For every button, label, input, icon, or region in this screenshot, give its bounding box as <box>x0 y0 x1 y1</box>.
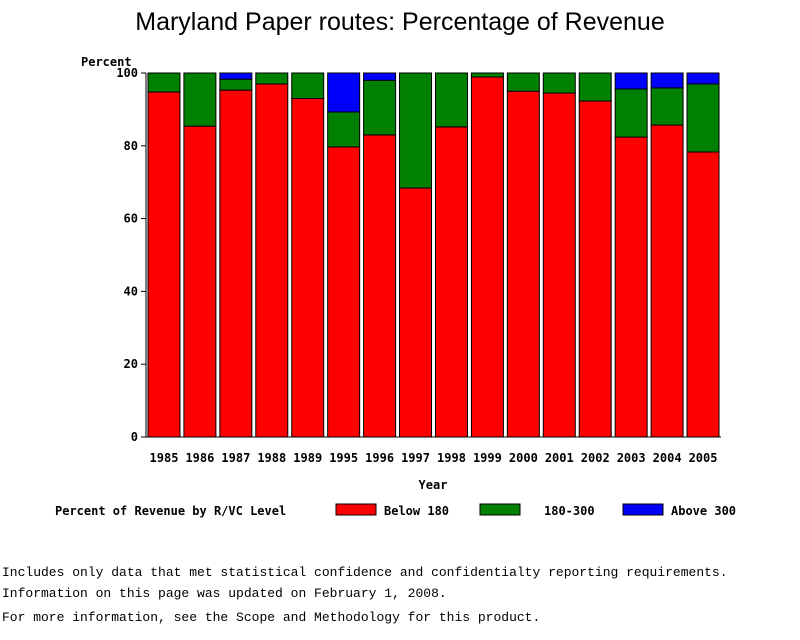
bar-segment <box>327 111 361 148</box>
bar-segment <box>291 97 325 438</box>
y-tick-label: 60 <box>124 212 138 226</box>
bar-segment <box>614 72 648 90</box>
x-tick-label: 1986 <box>185 451 214 465</box>
x-tick-label: 1989 <box>293 451 322 465</box>
chart: Maryland Paper routes: Percentage of Rev… <box>55 8 736 518</box>
bar-segment <box>363 134 397 438</box>
bar-segment <box>434 126 468 438</box>
bar-segment <box>470 76 504 438</box>
x-tick-label: 1985 <box>150 451 179 465</box>
x-tick-label: 2002 <box>581 451 610 465</box>
legend-swatch <box>335 503 377 516</box>
bar-segment <box>399 72 433 189</box>
y-tick-label: 0 <box>131 430 138 444</box>
bar-segment <box>614 88 648 138</box>
legend-label: Below 180 <box>384 504 449 518</box>
bar-segment <box>363 72 397 81</box>
x-tick-label: 1999 <box>473 451 502 465</box>
bar-segment <box>614 136 648 438</box>
x-tick-label: 2000 <box>509 451 538 465</box>
x-tick-label: 2004 <box>653 451 682 465</box>
y-tick-label: 20 <box>124 357 138 371</box>
note: For more information, see the Scope and … <box>2 610 541 625</box>
bar-segment <box>650 124 684 438</box>
bar-segment <box>506 90 540 438</box>
bar-segment <box>542 92 576 438</box>
bar-segment <box>255 83 289 438</box>
bar-segment <box>542 72 576 94</box>
bar-segment <box>183 125 217 438</box>
bar-segment <box>291 72 325 99</box>
x-tick-label: 1987 <box>221 451 250 465</box>
bar-segment <box>219 72 253 80</box>
chart-title: Maryland Paper routes: Percentage of Rev… <box>135 8 664 36</box>
bar-segment <box>147 91 181 438</box>
note: Includes only data that met statistical … <box>2 565 728 580</box>
bar-segment <box>327 72 361 113</box>
x-tick-label: 1988 <box>257 451 286 465</box>
x-tick-label: 2001 <box>545 451 574 465</box>
bar-segment <box>434 72 468 128</box>
y-tick-label: 100 <box>116 66 138 80</box>
bar-segment <box>219 89 253 438</box>
bar-segment <box>686 72 720 85</box>
bar-segment <box>399 187 433 438</box>
x-tick-label: 1995 <box>329 451 358 465</box>
legend-label: 180-300 <box>544 504 595 518</box>
bar-segment <box>470 72 504 78</box>
bar-segment <box>650 72 684 89</box>
bar-segment <box>686 151 720 438</box>
x-tick-label: 2003 <box>617 451 646 465</box>
page: {"chart_data": {"type": "stacked-bar", "… <box>2 8 737 625</box>
bar-segment <box>506 72 540 92</box>
bar-segment <box>578 72 612 102</box>
x-tick-label: 1996 <box>365 451 394 465</box>
x-tick-label: 2005 <box>689 451 718 465</box>
bar-segment <box>686 83 720 153</box>
bar-segment <box>147 72 181 93</box>
bar-segment <box>650 87 684 126</box>
bar-segment <box>219 78 253 91</box>
legend-title: Percent of Revenue by R/VC Level <box>55 504 286 518</box>
x-tick-label: 1998 <box>437 451 466 465</box>
bar-segment <box>363 79 397 136</box>
bar-segment <box>255 72 289 85</box>
x-tick-label: 1997 <box>401 451 430 465</box>
legend-swatch <box>622 503 664 516</box>
bar-segment <box>183 72 217 127</box>
y-tick-label: 40 <box>124 284 138 298</box>
y-axis-label: Percent <box>81 55 132 69</box>
y-tick-label: 80 <box>124 139 138 153</box>
bar-segment <box>327 146 361 438</box>
x-axis-label: Year <box>419 478 448 492</box>
legend-swatch <box>479 503 521 516</box>
update-note: Information on this page was updated on … <box>2 586 447 601</box>
bar-segment <box>578 100 612 438</box>
legend-label: Above 300 <box>671 504 736 518</box>
